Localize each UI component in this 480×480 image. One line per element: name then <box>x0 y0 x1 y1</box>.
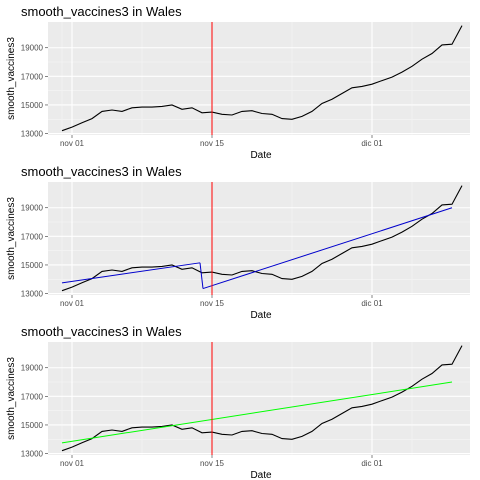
x-axis-label: Date <box>250 310 272 320</box>
y-tick-label: 13000 <box>21 290 44 299</box>
y-tick-label: 17000 <box>21 72 44 81</box>
x-tick-label: dic 01 <box>361 139 383 148</box>
chart-title: smooth_vaccines3 in Wales <box>21 4 182 19</box>
chart-panel-3: smooth_vaccines3 in Wales 13000 15000 17000… <box>0 320 480 480</box>
y-tick-label: 19000 <box>21 364 44 373</box>
chart-svg-1: smooth_vaccines3 in Wales 13000 15000 17000… <box>6 4 470 160</box>
chart-svg-2: smooth_vaccines3 in Wales 13000 15000 17000… <box>6 164 470 320</box>
chart-panel-1: smooth_vaccines3 in Wales 13000 15000 17000… <box>0 0 480 160</box>
plot-background <box>48 182 470 295</box>
series-line <box>61 185 463 292</box>
y-tick-label: 19000 <box>21 44 44 53</box>
fit-line <box>61 262 201 284</box>
y-tick-label: 15000 <box>21 101 44 110</box>
x-tick-label: nov 15 <box>200 459 225 468</box>
plot-background <box>48 342 470 455</box>
y-tick-label: 13000 <box>21 450 44 459</box>
y-axis-label: smooth_vaccines3 <box>6 357 17 440</box>
y-tick-label: 17000 <box>21 392 44 401</box>
x-axis-label: Date <box>250 470 272 480</box>
x-tick-label: nov 01 <box>60 459 85 468</box>
y-tick-label: 19000 <box>21 204 44 213</box>
x-tick-label: nov 15 <box>200 299 225 308</box>
y-tick-label: 15000 <box>21 261 44 270</box>
y-axis-label: smooth_vaccines3 <box>6 37 17 120</box>
chart-title: smooth_vaccines3 in Wales <box>21 164 182 179</box>
plot-background <box>48 22 470 135</box>
x-tick-label: dic 01 <box>361 459 383 468</box>
y-tick-label: 15000 <box>21 421 44 430</box>
y-axis-label: smooth_vaccines3 <box>6 197 17 280</box>
x-axis-label: Date <box>250 150 272 160</box>
x-tick-label: dic 01 <box>361 299 383 308</box>
x-tick-label: nov 15 <box>200 139 225 148</box>
chart-title: smooth_vaccines3 in Wales <box>21 324 182 339</box>
y-tick-label: 13000 <box>21 130 44 139</box>
chart-panel-2: smooth_vaccines3 in Wales 13000 15000 17000… <box>0 160 480 320</box>
x-tick-label: nov 01 <box>60 299 85 308</box>
fit-line <box>202 207 453 290</box>
fit-line <box>199 262 204 289</box>
x-tick-label: nov 01 <box>60 139 85 148</box>
y-tick-label: 17000 <box>21 232 44 241</box>
series-line <box>61 25 463 132</box>
fit-line <box>61 381 453 444</box>
chart-svg-3: smooth_vaccines3 in Wales 13000 15000 17000… <box>6 324 470 480</box>
series-line <box>61 345 463 452</box>
